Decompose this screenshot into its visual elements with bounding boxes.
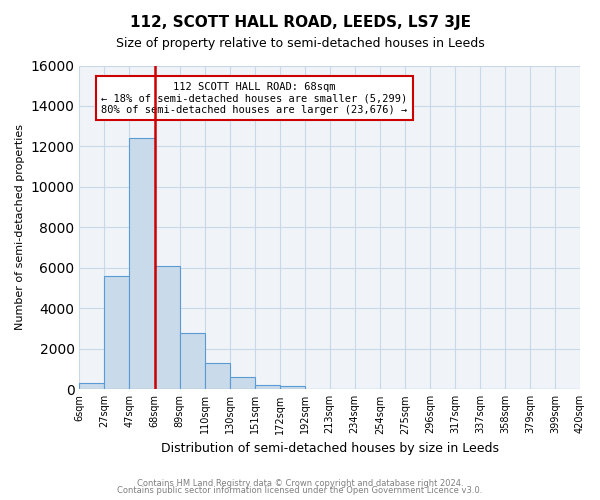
Bar — [205, 363, 230, 390]
X-axis label: Distribution of semi-detached houses by size in Leeds: Distribution of semi-detached houses by … — [161, 442, 499, 455]
Bar — [230, 377, 254, 390]
Text: 112, SCOTT HALL ROAD, LEEDS, LS7 3JE: 112, SCOTT HALL ROAD, LEEDS, LS7 3JE — [130, 15, 470, 30]
Bar — [254, 384, 280, 390]
Text: Size of property relative to semi-detached houses in Leeds: Size of property relative to semi-detach… — [116, 38, 484, 51]
Bar — [179, 332, 205, 390]
Bar — [104, 276, 130, 390]
Bar — [155, 266, 179, 390]
Text: 112 SCOTT HALL ROAD: 68sqm
← 18% of semi-detached houses are smaller (5,299)
80%: 112 SCOTT HALL ROAD: 68sqm ← 18% of semi… — [101, 82, 408, 115]
Text: Contains public sector information licensed under the Open Government Licence v3: Contains public sector information licen… — [118, 486, 482, 495]
Bar — [79, 383, 104, 390]
Y-axis label: Number of semi-detached properties: Number of semi-detached properties — [15, 124, 25, 330]
Text: Contains HM Land Registry data © Crown copyright and database right 2024.: Contains HM Land Registry data © Crown c… — [137, 478, 463, 488]
Bar — [130, 138, 155, 390]
Bar — [280, 386, 305, 390]
